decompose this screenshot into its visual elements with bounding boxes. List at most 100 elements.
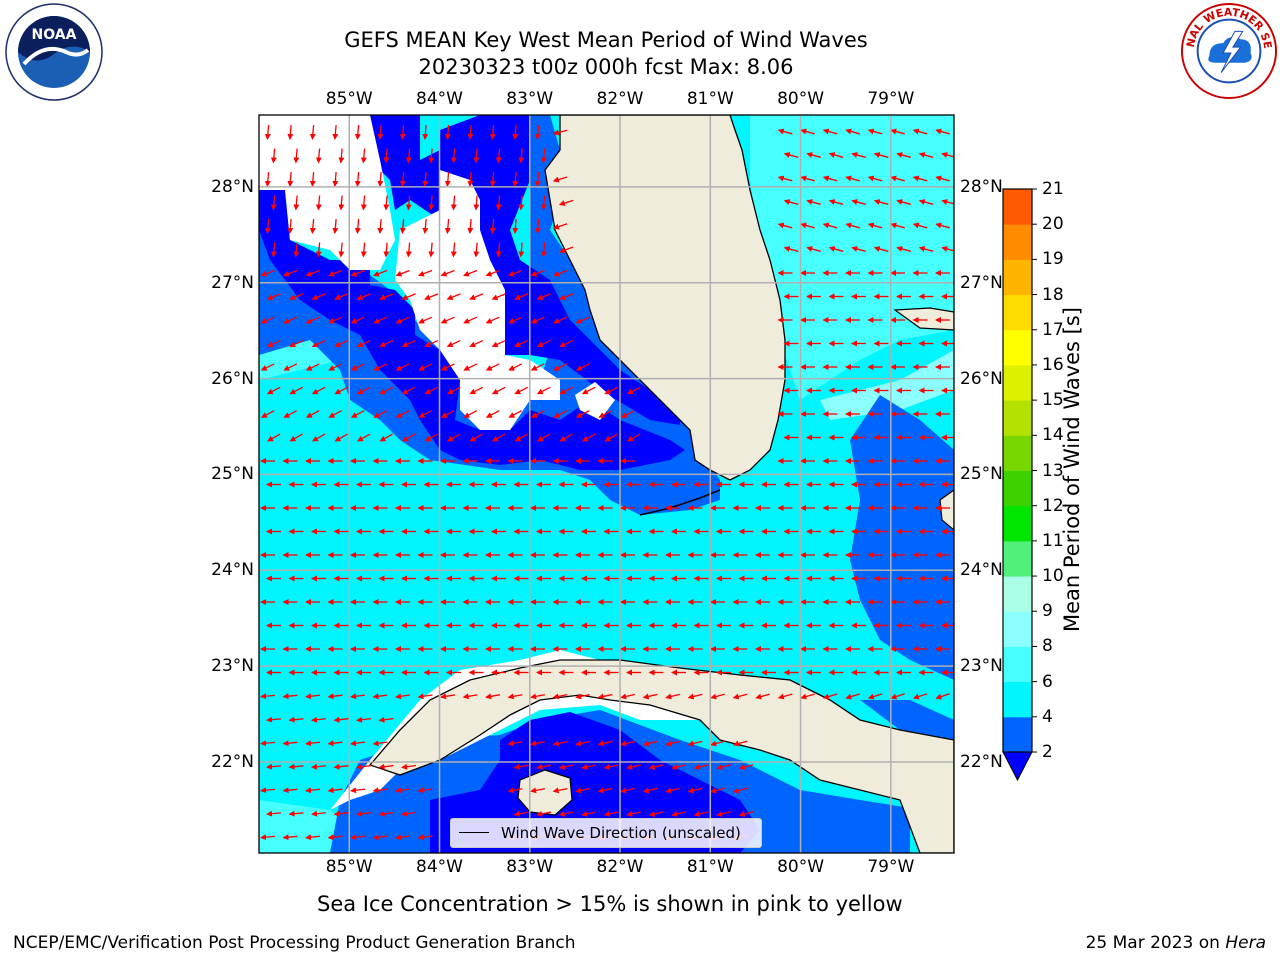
wave-direction-arrow	[350, 316, 365, 324]
wave-direction-arrow	[485, 693, 501, 700]
wave-direction-arrow	[312, 433, 326, 442]
wave-direction-arrow	[288, 810, 304, 817]
wave-direction-arrow	[356, 293, 371, 301]
wave-direction-arrow	[512, 124, 519, 140]
wave-direction-arrow	[356, 763, 372, 770]
wave-direction-arrow	[845, 175, 860, 182]
colorbar-tick-label: 10	[1042, 566, 1064, 587]
wave-direction-arrow	[597, 693, 613, 700]
wave-direction-arrow	[552, 223, 568, 230]
wave-direction-arrow	[260, 740, 276, 747]
wave-direction-arrow	[732, 787, 748, 794]
wave-direction-arrow	[536, 339, 551, 348]
wave-direction-arrow	[447, 433, 461, 442]
wave-direction-arrow	[315, 195, 322, 211]
wave-direction-arrow	[305, 693, 321, 700]
wave-direction-arrow	[492, 433, 506, 442]
wave-direction-arrow	[283, 269, 298, 277]
wave-direction-arrow	[575, 740, 590, 747]
wave-direction-arrow	[575, 693, 590, 700]
wave-direction-arrow	[395, 316, 410, 324]
wave-direction-arrow	[783, 199, 799, 205]
wave-direction-arrow	[851, 246, 866, 252]
wave-direction-arrow	[401, 810, 417, 817]
wave-direction-arrow	[530, 693, 546, 700]
wave-direction-arrow	[357, 433, 371, 442]
wave-direction-arrow	[534, 218, 541, 234]
wave-direction-arrow	[530, 410, 545, 418]
lon-tick-label-bottom: 84°W	[416, 857, 463, 877]
wave-direction-arrow	[845, 222, 860, 229]
wave-direction-arrow	[912, 128, 928, 135]
wave-direction-arrow	[777, 693, 793, 700]
wave-direction-arrow	[604, 433, 618, 442]
wave-direction-arrow	[315, 148, 322, 164]
colorbar-tick-label: 4	[1042, 706, 1053, 727]
footer-host: Hera	[1225, 933, 1266, 953]
wave-direction-arrow	[379, 386, 394, 395]
wave-direction-arrow	[418, 316, 433, 324]
wave-direction-arrow	[328, 316, 343, 324]
wave-direction-arrow	[311, 293, 326, 301]
land-andros	[939, 489, 954, 531]
wave-direction-arrow	[935, 128, 950, 135]
wave-direction-arrow	[800, 175, 815, 182]
wave-direction-arrow	[287, 218, 294, 234]
wave-direction-arrow	[665, 693, 680, 700]
wave-direction-arrow	[469, 339, 484, 348]
wave-direction-arrow	[558, 810, 574, 817]
lon-tick-label-top: 85°W	[325, 89, 373, 109]
wave-direction-arrow	[327, 787, 343, 794]
wave-direction-arrow	[266, 386, 281, 395]
wave-direction-arrow	[896, 199, 911, 205]
wave-direction-arrow	[575, 316, 590, 324]
wave-direction-arrow	[372, 693, 388, 700]
colorbar-tick-label: 18	[1042, 284, 1064, 305]
wave-direction-arrow	[260, 363, 275, 371]
wave-direction-arrow	[305, 834, 321, 841]
wave-direction-arrow	[648, 811, 664, 817]
wave-direction-arrow	[559, 386, 574, 395]
wave-direction-arrow	[289, 386, 304, 395]
land-grand-bahama	[893, 307, 954, 331]
colorbar-tick-label: 20	[1042, 214, 1064, 235]
wave-direction-arrow	[463, 269, 478, 277]
wave-direction-arrow	[642, 740, 658, 747]
wave-direction-arrow	[328, 269, 343, 277]
wave-direction-arrow	[536, 293, 551, 301]
footer-producer: NCEP/EMC/Verification Post Processing Pr…	[13, 933, 576, 953]
wave-direction-arrow	[334, 433, 348, 442]
wave-direction-arrow	[536, 386, 551, 395]
wave-direction-arrow	[822, 222, 838, 229]
wave-direction-arrow	[710, 787, 725, 794]
wave-direction-arrow	[828, 152, 844, 158]
wave-direction-arrow	[373, 363, 388, 371]
wave-direction-arrow	[558, 246, 574, 254]
wave-direction-arrow	[424, 339, 439, 348]
wave-direction-arrow	[828, 246, 844, 252]
lat-tick-label-left: 25°N	[211, 464, 254, 485]
wave-direction-arrow	[422, 218, 429, 234]
wave-direction-arrow	[485, 316, 500, 324]
wave-direction-arrow	[559, 293, 574, 301]
wave-direction-arrow	[267, 433, 281, 442]
lon-tick-label-top: 81°W	[686, 89, 734, 109]
wave-direction-arrow	[559, 433, 573, 442]
wave-direction-arrow	[806, 152, 821, 158]
land-florida	[544, 115, 786, 481]
wave-direction-arrow	[845, 693, 860, 700]
wave-direction-arrow	[372, 834, 388, 841]
wave-direction-arrow	[450, 148, 457, 164]
lat-tick-label-right: 25°N	[960, 464, 1003, 485]
wave-direction-arrow	[755, 693, 770, 700]
wave-direction-arrow	[536, 763, 551, 770]
wave-direction-arrow	[581, 763, 596, 770]
wave-direction-arrow	[378, 810, 394, 817]
wave-direction-arrow	[553, 316, 568, 324]
lon-tick-label-bottom: 81°W	[686, 857, 734, 877]
wave-direction-arrow	[315, 242, 322, 258]
lon-tick-label-top: 82°W	[596, 89, 644, 109]
lat-tick-label-left: 22°N	[211, 751, 254, 772]
wave-direction-arrow	[383, 242, 390, 258]
wave-direction-arrow	[422, 171, 429, 187]
